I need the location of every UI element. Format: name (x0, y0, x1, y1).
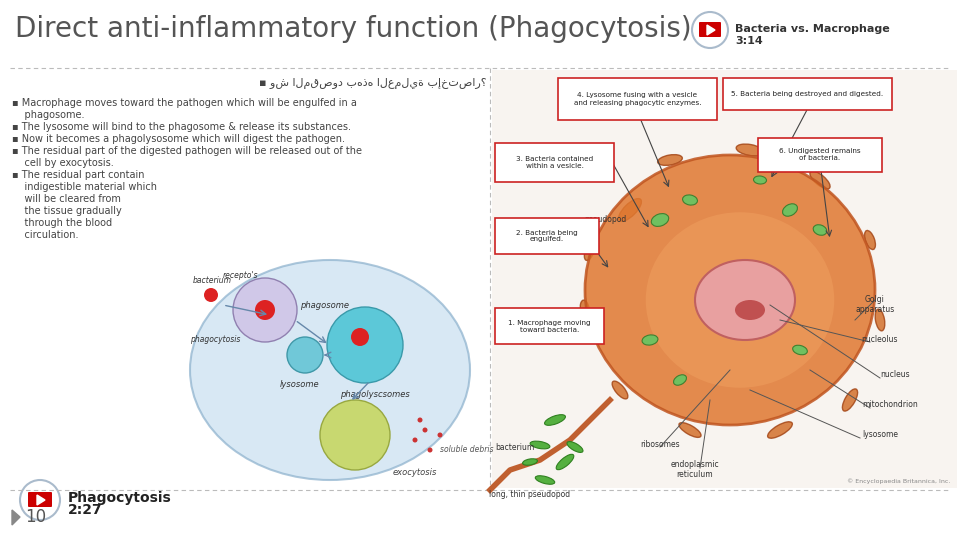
Text: phagolyscsomes: phagolyscsomes (340, 390, 410, 399)
Ellipse shape (190, 260, 470, 480)
Circle shape (233, 278, 297, 342)
Polygon shape (707, 25, 715, 35)
Circle shape (204, 288, 218, 302)
Text: Phagocytosis: Phagocytosis (68, 491, 172, 505)
Text: indigestible material which: indigestible material which (12, 182, 157, 192)
Text: Golgi
apparatus: Golgi apparatus (855, 295, 895, 314)
Text: 3:14: 3:14 (735, 36, 763, 46)
Ellipse shape (695, 260, 795, 340)
Ellipse shape (735, 300, 765, 320)
FancyBboxPatch shape (699, 22, 721, 37)
Circle shape (327, 307, 403, 383)
Text: long, thin pseudopod: long, thin pseudopod (490, 490, 570, 499)
FancyBboxPatch shape (492, 70, 957, 488)
Ellipse shape (585, 155, 875, 425)
Ellipse shape (556, 454, 574, 470)
Text: nucleus: nucleus (880, 370, 910, 379)
Circle shape (422, 428, 427, 433)
Ellipse shape (679, 423, 701, 437)
Ellipse shape (580, 300, 589, 320)
Text: soluble debris: soluble debris (440, 445, 493, 454)
Text: lysosome: lysosome (280, 380, 320, 389)
FancyBboxPatch shape (495, 143, 614, 182)
Text: lysosome: lysosome (862, 430, 898, 439)
Text: ▪ The lysosome will bind to the phagosome & release its substances.: ▪ The lysosome will bind to the phagosom… (12, 122, 351, 132)
Text: 5. Bacteria being destroyed and digested.: 5. Bacteria being destroyed and digested… (732, 91, 883, 97)
Text: Direct anti-inflammatory function (Phagocytosis): Direct anti-inflammatory function (Phago… (15, 15, 691, 43)
Ellipse shape (793, 345, 807, 355)
Text: circulation.: circulation. (12, 230, 79, 240)
Text: through the blood: through the blood (12, 218, 112, 228)
Polygon shape (37, 495, 45, 505)
Ellipse shape (658, 154, 683, 165)
Text: 6. Undigested remains
of bacteria.: 6. Undigested remains of bacteria. (780, 148, 861, 161)
Text: cell by exocytosis.: cell by exocytosis. (12, 158, 113, 168)
Text: Bacteria vs. Macrophage: Bacteria vs. Macrophage (735, 24, 890, 34)
Ellipse shape (810, 171, 830, 189)
Ellipse shape (876, 309, 885, 331)
Circle shape (320, 400, 390, 470)
Text: ▪ Macrophage moves toward the pathogen which will be engulfed in a: ▪ Macrophage moves toward the pathogen w… (12, 98, 357, 108)
FancyBboxPatch shape (723, 78, 892, 110)
Ellipse shape (683, 195, 697, 205)
Text: the tissue gradually: the tissue gradually (12, 206, 122, 216)
Ellipse shape (813, 225, 827, 235)
Ellipse shape (567, 442, 583, 453)
Ellipse shape (612, 381, 628, 399)
Circle shape (255, 300, 275, 320)
Text: phagosome.: phagosome. (12, 110, 84, 120)
Ellipse shape (842, 389, 857, 411)
Text: phagosome: phagosome (300, 300, 349, 309)
FancyBboxPatch shape (758, 138, 882, 172)
Ellipse shape (736, 144, 764, 156)
Circle shape (438, 433, 443, 437)
Text: bacterium: bacterium (193, 276, 232, 285)
FancyBboxPatch shape (558, 78, 717, 120)
Text: will be cleared from: will be cleared from (12, 194, 121, 204)
Text: ▪ The residual part contain: ▪ The residual part contain (12, 170, 145, 180)
FancyBboxPatch shape (28, 492, 52, 507)
Text: 2:27: 2:27 (68, 503, 103, 517)
Text: 10: 10 (25, 508, 46, 526)
Text: bacterium: bacterium (495, 443, 535, 453)
Ellipse shape (782, 204, 798, 216)
Ellipse shape (865, 231, 876, 249)
Polygon shape (12, 510, 20, 525)
Text: pseudopod: pseudopod (584, 215, 626, 224)
Ellipse shape (674, 375, 686, 385)
Ellipse shape (522, 459, 538, 465)
Ellipse shape (618, 199, 641, 221)
Ellipse shape (651, 214, 669, 226)
Text: ▪ وش المقصود بهذه العملية بإختصار؟: ▪ وش المقصود بهذه العملية بإختصار؟ (259, 78, 487, 89)
Text: nucleolus: nucleolus (862, 335, 899, 344)
Ellipse shape (642, 335, 658, 345)
Circle shape (427, 448, 433, 453)
Circle shape (351, 328, 369, 346)
Text: exocytosis: exocytosis (393, 468, 437, 477)
Text: ▪ The residual part of the digested pathogen will be released out of the: ▪ The residual part of the digested path… (12, 146, 362, 156)
Ellipse shape (768, 422, 792, 438)
Text: ribosomes: ribosomes (640, 440, 680, 449)
Circle shape (287, 337, 323, 373)
Circle shape (418, 417, 422, 422)
Ellipse shape (536, 476, 555, 484)
FancyBboxPatch shape (495, 218, 599, 254)
Text: ▪ Now it becomes a phagolysosome which will digest the pathogen.: ▪ Now it becomes a phagolysosome which w… (12, 134, 345, 144)
FancyBboxPatch shape (495, 308, 604, 344)
Ellipse shape (754, 176, 766, 184)
Ellipse shape (585, 240, 595, 260)
Text: endoplasmic
reticulum: endoplasmic reticulum (671, 460, 719, 480)
Text: mitochondrion: mitochondrion (862, 400, 918, 409)
Text: 2. Bacteria being
engulfed.: 2. Bacteria being engulfed. (516, 230, 578, 242)
Text: © Encyclopaedia Britannica, Inc.: © Encyclopaedia Britannica, Inc. (847, 478, 950, 484)
Ellipse shape (646, 212, 834, 388)
Ellipse shape (530, 441, 550, 449)
Text: recepto's: recepto's (223, 271, 258, 280)
Text: 4. Lysosome fusing with a vesicle
and releasing phagocytic enzymes.: 4. Lysosome fusing with a vesicle and re… (574, 92, 701, 105)
Text: 1. Macrophage moving
toward bacteria.: 1. Macrophage moving toward bacteria. (508, 320, 590, 333)
Circle shape (413, 437, 418, 442)
Ellipse shape (544, 415, 565, 426)
Text: 3. Bacteria contained
within a vesicle.: 3. Bacteria contained within a vesicle. (516, 156, 593, 169)
Text: phagocytosis: phagocytosis (190, 335, 240, 344)
